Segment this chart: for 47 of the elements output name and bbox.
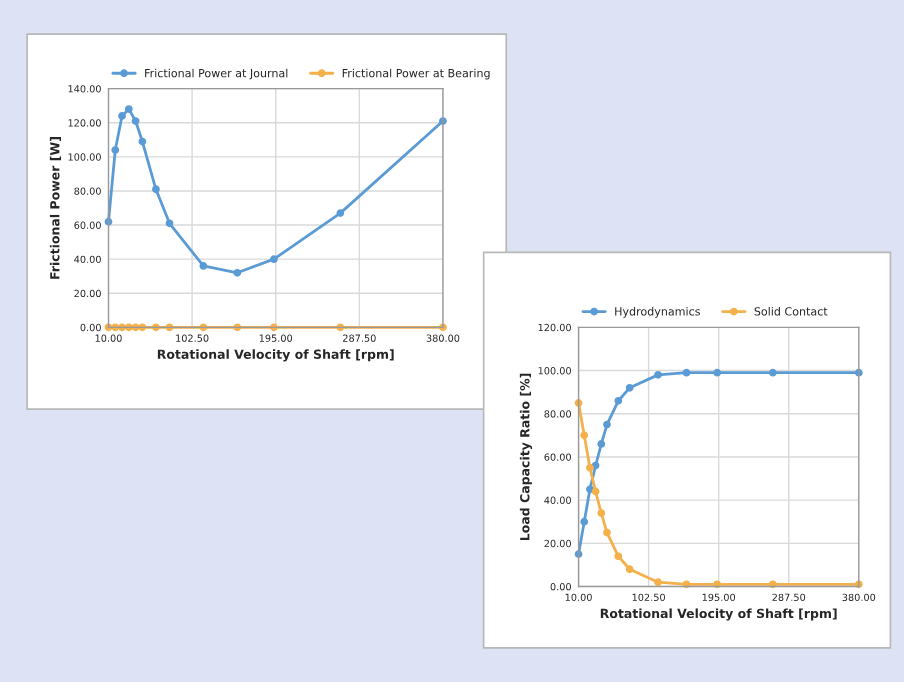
point <box>336 209 345 218</box>
point <box>682 368 691 377</box>
point <box>768 368 777 377</box>
point <box>854 580 863 589</box>
point <box>138 323 147 332</box>
point <box>104 217 113 226</box>
point <box>138 137 147 146</box>
point <box>199 262 208 270</box>
point <box>574 550 583 559</box>
point <box>152 185 160 194</box>
point <box>682 580 691 589</box>
point <box>614 396 623 405</box>
point <box>654 370 662 379</box>
point <box>654 578 662 587</box>
point <box>768 580 777 589</box>
point <box>603 528 611 537</box>
point <box>233 268 242 277</box>
point <box>124 105 133 114</box>
point <box>165 323 174 332</box>
point <box>580 517 589 526</box>
point <box>591 487 600 496</box>
point <box>713 580 722 589</box>
point <box>199 323 208 332</box>
point <box>104 323 113 332</box>
point <box>336 323 345 332</box>
point <box>580 431 589 440</box>
point <box>597 509 606 517</box>
point <box>713 368 722 377</box>
point <box>625 383 634 392</box>
point <box>165 219 174 228</box>
line-series <box>104 105 447 277</box>
point <box>854 368 863 377</box>
point <box>131 323 140 332</box>
point <box>111 146 120 154</box>
point <box>131 117 140 125</box>
point <box>614 552 623 561</box>
point <box>597 440 606 448</box>
point <box>574 399 583 407</box>
point <box>586 485 594 494</box>
point <box>270 255 278 264</box>
point <box>152 323 160 332</box>
point <box>118 112 126 120</box>
point <box>586 463 594 472</box>
point <box>270 323 278 332</box>
point <box>603 420 611 429</box>
point <box>625 565 634 574</box>
point <box>591 461 600 470</box>
